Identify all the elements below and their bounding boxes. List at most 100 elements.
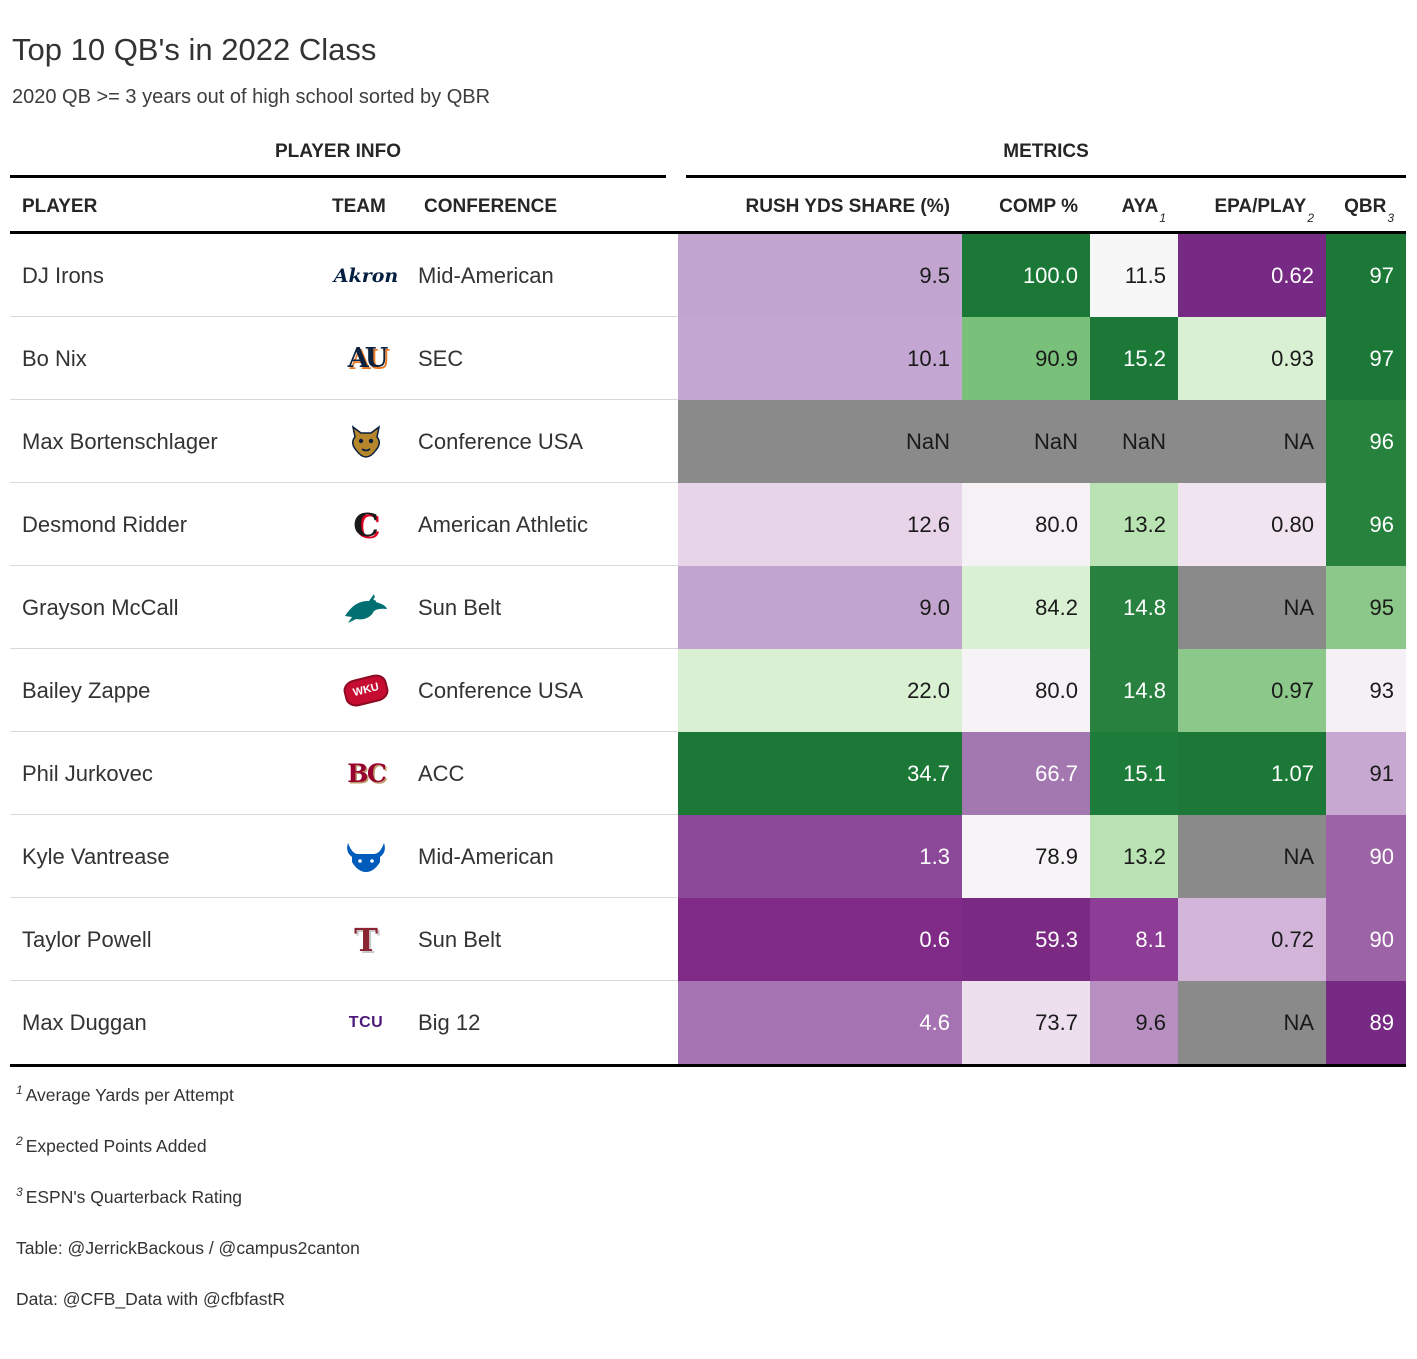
col-header-player: PLAYER <box>22 196 98 217</box>
bc-logo-icon: BC <box>320 732 412 815</box>
akron-logo-icon: Akron <box>320 234 412 317</box>
rush-yds-share-value: 9.5 <box>678 234 962 317</box>
table-row: Max Duggan TCU Big 12 4.6 73.7 9.6 NA 89 <box>10 981 1406 1064</box>
spanner-metrics: METRICS <box>686 141 1406 178</box>
cincinnati-logo-icon: C <box>320 483 412 566</box>
aya-value: NaN <box>1090 400 1178 483</box>
fiu-logo-icon <box>320 400 412 483</box>
qbr-value: 91 <box>1326 732 1406 815</box>
footnote-aya: 1 Average Yards per Attempt <box>16 1083 234 1105</box>
rush-yds-share-value: 10.1 <box>678 317 962 400</box>
player-name: DJ Irons <box>10 234 320 317</box>
qbr-value: 96 <box>1326 483 1406 566</box>
epa-play-value: NA <box>1178 400 1326 483</box>
player-name: Grayson McCall <box>10 566 320 649</box>
comp-pct-value: 80.0 <box>962 483 1090 566</box>
comp-pct-value: 100.0 <box>962 234 1090 317</box>
rush-yds-share-value: 9.0 <box>678 566 962 649</box>
wku-logo-icon: WKU <box>320 649 412 732</box>
footnote-epa: 2 Expected Points Added <box>16 1134 207 1156</box>
table-row: Taylor Powell T Sun Belt 0.6 59.3 8.1 0.72 90 <box>10 898 1406 981</box>
epa-play-value: NA <box>1178 981 1326 1064</box>
conference-name: Mid-American <box>412 815 678 898</box>
qbr-value: 90 <box>1326 815 1406 898</box>
player-name: Bo Nix <box>10 317 320 400</box>
epa-play-value: 0.72 <box>1178 898 1326 981</box>
spanner-player-info: PLAYER INFO <box>10 141 666 178</box>
buffalo-logo-icon <box>320 815 412 898</box>
col-header-conference: CONFERENCE <box>424 196 558 217</box>
comp-pct-value: 59.3 <box>962 898 1090 981</box>
page-title: Top 10 QB's in 2022 Class <box>12 32 377 67</box>
player-name: Max Duggan <box>22 1009 147 1035</box>
epa-play-value: NA <box>1178 566 1326 649</box>
epa-play-value: 0.62 <box>1178 234 1326 317</box>
col-header-qbr: QBR 3 <box>1344 196 1394 225</box>
comp-pct-value: 90.9 <box>962 317 1090 400</box>
credit-data-source: Data: @CFB_Data with @cfbfastR <box>16 1289 285 1309</box>
qbr-value: 90 <box>1326 898 1406 981</box>
qbr-value: 97 <box>1326 234 1406 317</box>
rush-yds-share-value: 34.7 <box>678 732 962 815</box>
conference-name: American Athletic <box>412 483 678 566</box>
player-name: Max Bortenschlager <box>10 400 320 483</box>
table-row: Max Bortenschlager Conference USA NaN NaN Na… <box>10 400 1406 483</box>
table-row: DJ Irons Akron Mid-American 9.5 100.0 11.5 0.6… <box>10 234 1406 317</box>
coastal-logo-icon <box>320 566 412 649</box>
table-row: Phil Jurkovec BC ACC 34.7 66.7 15.1 1.07 91 <box>10 732 1406 815</box>
comp-pct-value: 73.7 <box>962 981 1090 1064</box>
rush-yds-share-value: 0.6 <box>678 898 962 981</box>
col-header-team: TEAM <box>332 196 386 217</box>
aya-value: 13.2 <box>1090 815 1178 898</box>
conference-name: Conference USA <box>412 649 678 732</box>
aya-value: 15.2 <box>1090 317 1178 400</box>
conference-name: SEC <box>412 317 678 400</box>
player-name: Bailey Zappe <box>10 649 320 732</box>
rush-yds-share-value: 22.0 <box>678 649 962 732</box>
rush-yds-share-value: 1.3 <box>678 815 962 898</box>
aya-value: 13.2 <box>1090 483 1178 566</box>
qb-table-page: Top 10 QB's in 2022 Class 2020 QB >= 3 y… <box>10 32 1406 1310</box>
conference-name: Big 12 <box>418 1009 481 1035</box>
player-name: Phil Jurkovec <box>10 732 320 815</box>
qb-table: PLAYER INFO METRICS PLAYER TEAM CONFEREN… <box>10 141 1406 1310</box>
aya-value: 8.1 <box>1090 898 1178 981</box>
tcu-logo-icon: TCU <box>348 1013 384 1031</box>
player-name: Taylor Powell <box>10 898 320 981</box>
table-footnotes: 1 Average Yards per Attempt 2 Expected Poi… <box>10 1067 1406 1310</box>
conference-name: Sun Belt <box>412 898 678 981</box>
column-header-row: PLAYER TEAM CONFERENCE RUSH YDS SHARE (%… <box>10 178 1406 234</box>
rush-yds-share-value: NaN <box>678 400 962 483</box>
credit-table-author: Table: @JerrickBackous / @campus2canton <box>16 1238 360 1258</box>
col-header-epa-play: EPA/PLAY 2 <box>1214 196 1314 225</box>
epa-play-value: 0.93 <box>1178 317 1326 400</box>
table-row: Bailey Zappe WKU Conference USA 22.0 80.0 14.… <box>10 649 1406 732</box>
epa-play-value: NA <box>1178 815 1326 898</box>
comp-pct-value: NaN <box>962 400 1090 483</box>
aya-value: 15.1 <box>1090 732 1178 815</box>
comp-pct-value: 66.7 <box>962 732 1090 815</box>
comp-pct-value: 80.0 <box>962 649 1090 732</box>
rush-yds-share-value: 4.6 <box>678 981 962 1064</box>
table-row: Grayson McCall Sun Belt 9.0 84.2 14.8 NA 95 <box>10 566 1406 649</box>
qbr-value: 93 <box>1326 649 1406 732</box>
aya-value: 14.8 <box>1090 649 1178 732</box>
conference-name: Conference USA <box>412 400 678 483</box>
aya-value: 14.8 <box>1090 566 1178 649</box>
comp-pct-value: 78.9 <box>962 815 1090 898</box>
player-name: Desmond Ridder <box>10 483 320 566</box>
auburn-logo-icon: AU <box>320 317 412 400</box>
epa-play-value: 1.07 <box>1178 732 1326 815</box>
qbr-value: 97 <box>1326 317 1406 400</box>
epa-play-value: 0.97 <box>1178 649 1326 732</box>
player-name: Kyle Vantrease <box>10 815 320 898</box>
comp-pct-value: 84.2 <box>962 566 1090 649</box>
rush-yds-share-value: 12.6 <box>678 483 962 566</box>
table-body: DJ Irons Akron Mid-American 9.5 100.0 11.5 0.6… <box>10 234 1406 1067</box>
epa-play-value: 0.80 <box>1178 483 1326 566</box>
table-row: Kyle Vantrease Mid-American 1.3 78.9 13.2 NA 9… <box>10 815 1406 898</box>
conference-name: Mid-American <box>412 234 678 317</box>
table-row: Bo Nix AU SEC 10.1 90.9 15.2 0.93 97 <box>10 317 1406 400</box>
qbr-value: 89 <box>1326 981 1406 1064</box>
spanner-row: PLAYER INFO METRICS <box>10 141 1406 178</box>
